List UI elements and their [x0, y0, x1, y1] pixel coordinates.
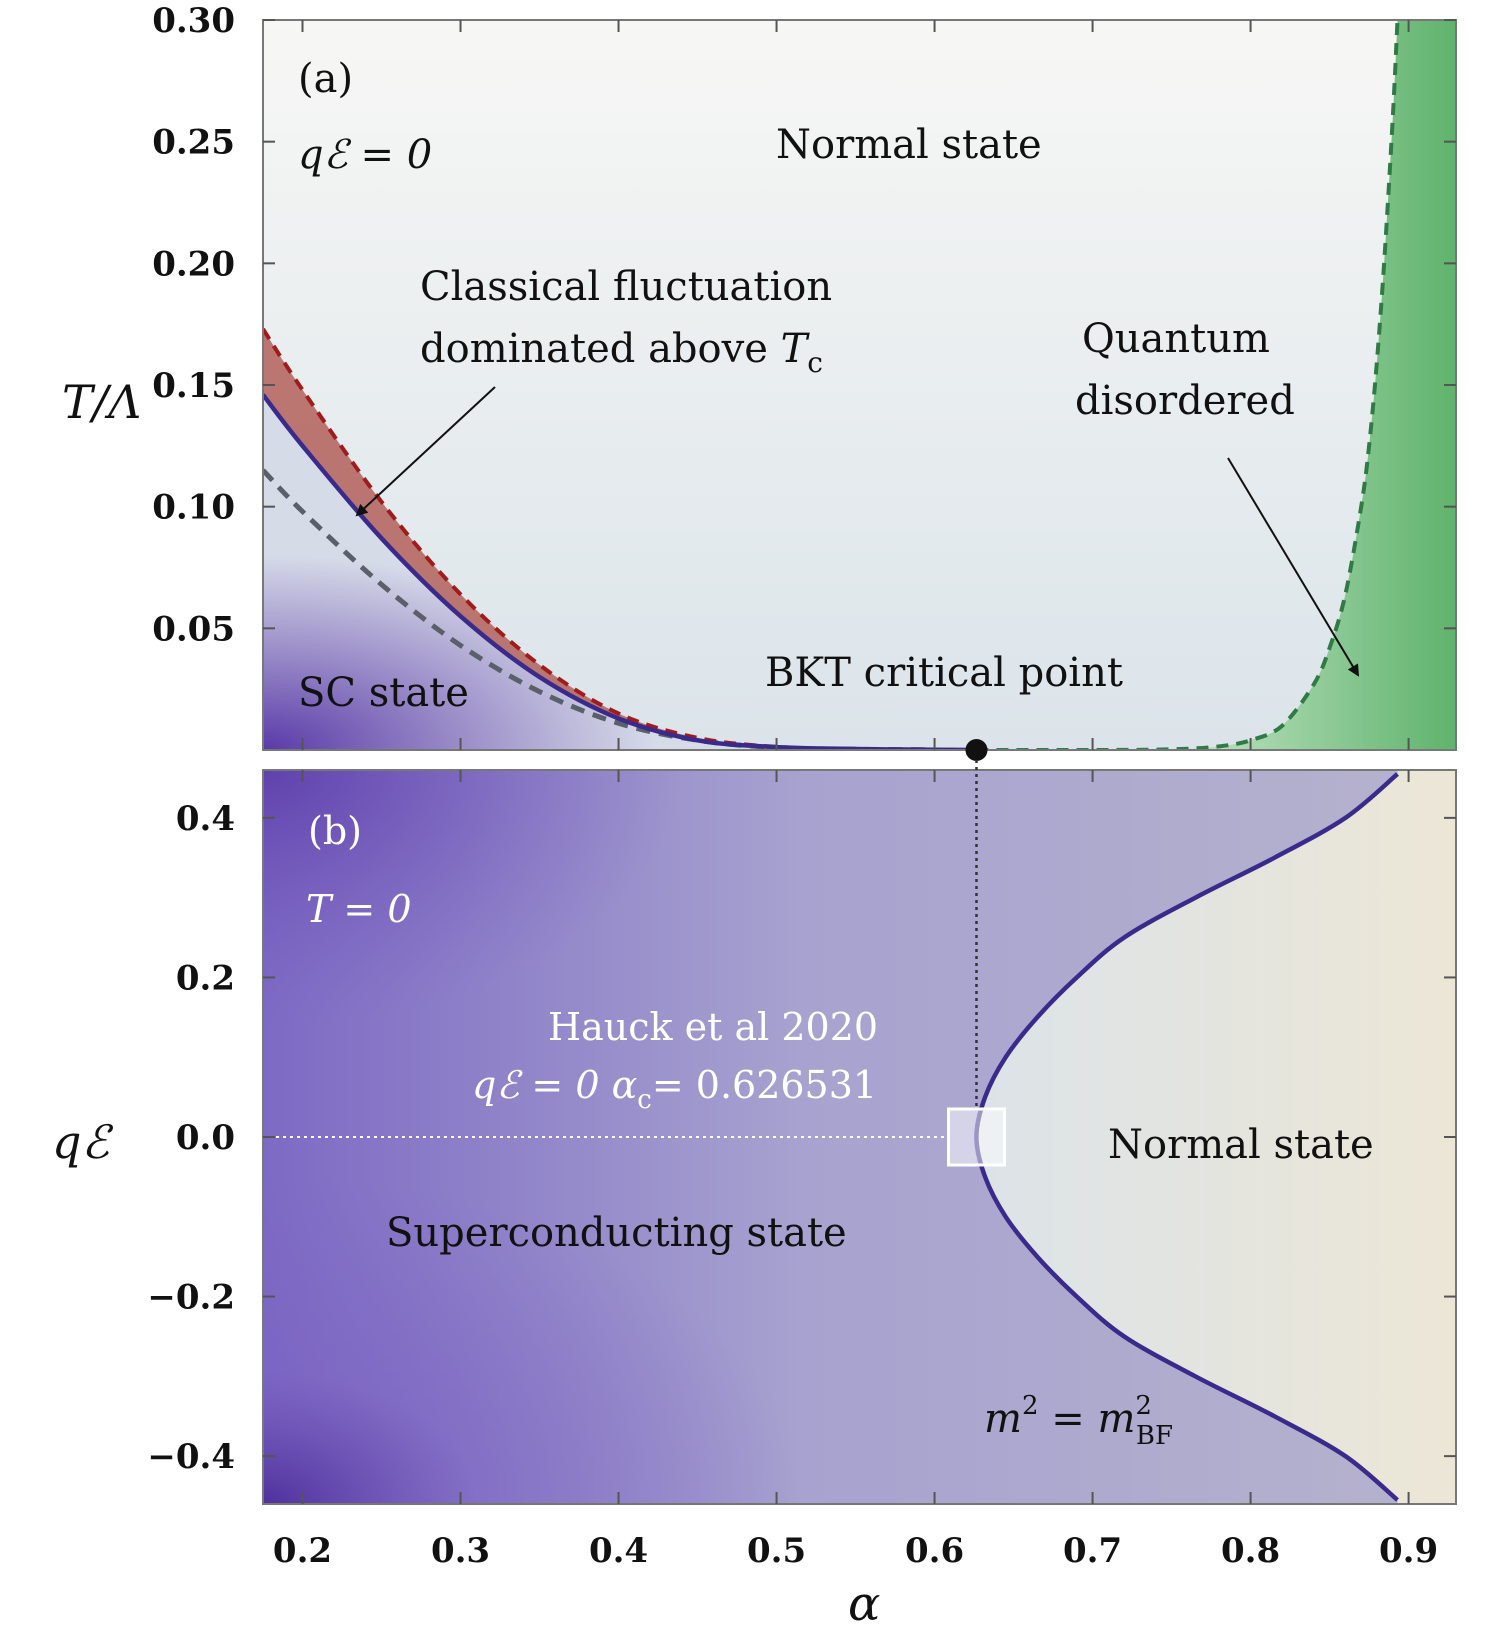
x-axis-label: α [848, 1576, 880, 1632]
y-a-tick-label: 0.30 [152, 1, 235, 41]
classical-label-line1: Classical fluctuation [420, 264, 832, 310]
sc-region-fill [263, 394, 977, 750]
lower-dashed-line [263, 468, 935, 750]
x-tick-label: 0.9 [1379, 1531, 1438, 1571]
x-tick-label: 0.4 [589, 1531, 648, 1571]
bf-m-left: m [984, 1396, 1022, 1442]
hauck-qe: qℰ = 0 [472, 1063, 600, 1107]
x-tick-label: 0.3 [431, 1531, 490, 1571]
alpha-c-symbol: α [612, 1063, 638, 1107]
y-a-tick-label: 0.10 [152, 488, 235, 528]
y-b-tick-label: 0.0 [176, 1118, 235, 1158]
panel-a-y-ticks: 0.05 0.10 0.15 0.20 0.25 0.30 [152, 1, 1456, 649]
hauck-annotation-line2: qℰ = 0 αc= 0.626531 [472, 1063, 877, 1115]
hauck-annotation-line1: Hauck et al 2020 [548, 1005, 878, 1049]
classical-arrow [355, 386, 496, 517]
quantum-region-fill [976, 20, 1456, 750]
normal-state-label-a: Normal state [776, 122, 1042, 168]
panel-b: −0.4−0.20.00.20.4 0.2 0.3 0.4 0.5 0.6 0.7 0.8 0… [52, 20, 1457, 1632]
x-tick-label: 0.8 [1221, 1531, 1280, 1571]
classical-region-fill [263, 329, 977, 750]
panel-a-y-axis-label: T/Λ [62, 375, 141, 429]
y-b-tick-label: 0.4 [176, 799, 235, 839]
panel-a-condition: qℰ = 0 [298, 132, 432, 178]
panel-b-label: (b) [308, 809, 362, 853]
panel-b-y-axis-label: qℰ [52, 1115, 113, 1169]
panel-a: 0.05 0.10 0.15 0.20 0.25 0.30 (a) qℰ = 0 Norm… [62, 1, 1457, 761]
x-tick-label: 0.5 [747, 1531, 806, 1571]
bkt-critical-point-marker [965, 739, 988, 761]
y-a-tick-label: 0.15 [152, 366, 235, 406]
bf-subscript: BF [1136, 1421, 1173, 1451]
quantum-label-line1: Quantum [1082, 316, 1270, 362]
y-a-tick-label: 0.25 [152, 123, 235, 163]
y-a-tick-label: 0.05 [152, 609, 235, 649]
y-b-tick-label: −0.4 [147, 1437, 235, 1477]
tc-subscript: c [807, 346, 823, 379]
alpha-c-subscript: c [637, 1085, 652, 1115]
panel-b-condition: T = 0 [306, 887, 412, 931]
y-b-tick-label: −0.2 [147, 1278, 235, 1318]
y-a-tick-label: 0.20 [152, 244, 235, 284]
critical-point-box [946, 1107, 1006, 1167]
y-b-tick-label: 0.2 [176, 958, 235, 998]
classical-label-text: dominated above [420, 326, 768, 372]
x-tick-label: 0.7 [1063, 1531, 1122, 1571]
bkt-label: BKT critical point [765, 650, 1123, 696]
bf-label: m2 = m2 BF [984, 1391, 1173, 1451]
x-tick-label: 0.2 [273, 1531, 332, 1571]
sc-state-label-b: Superconducting state [386, 1210, 847, 1256]
sc-state-label-a: SC state [298, 670, 469, 716]
upper-dashed-line [263, 327, 977, 750]
classical-label-line2: dominated above Tc [420, 326, 823, 379]
panel-a-label: (a) [298, 56, 353, 102]
alpha-c-value: = 0.626531 [652, 1063, 877, 1107]
normal-state-label-b: Normal state [1108, 1122, 1374, 1168]
x-tick-label: 0.6 [905, 1531, 964, 1571]
x-ticks: 0.2 0.3 0.4 0.5 0.6 0.7 0.8 0.9 [273, 20, 1438, 1571]
panel-b-y-ticks: −0.4 −0.2 0.0 0.2 0.4 [147, 799, 1456, 1477]
tc-symbol: T [781, 326, 811, 372]
quantum-label-line2: disordered [1075, 378, 1295, 424]
normal-region-fill-b [976, 770, 1456, 1504]
quantum-arrow [1227, 457, 1360, 677]
bf-m-right: m [1097, 1396, 1135, 1442]
